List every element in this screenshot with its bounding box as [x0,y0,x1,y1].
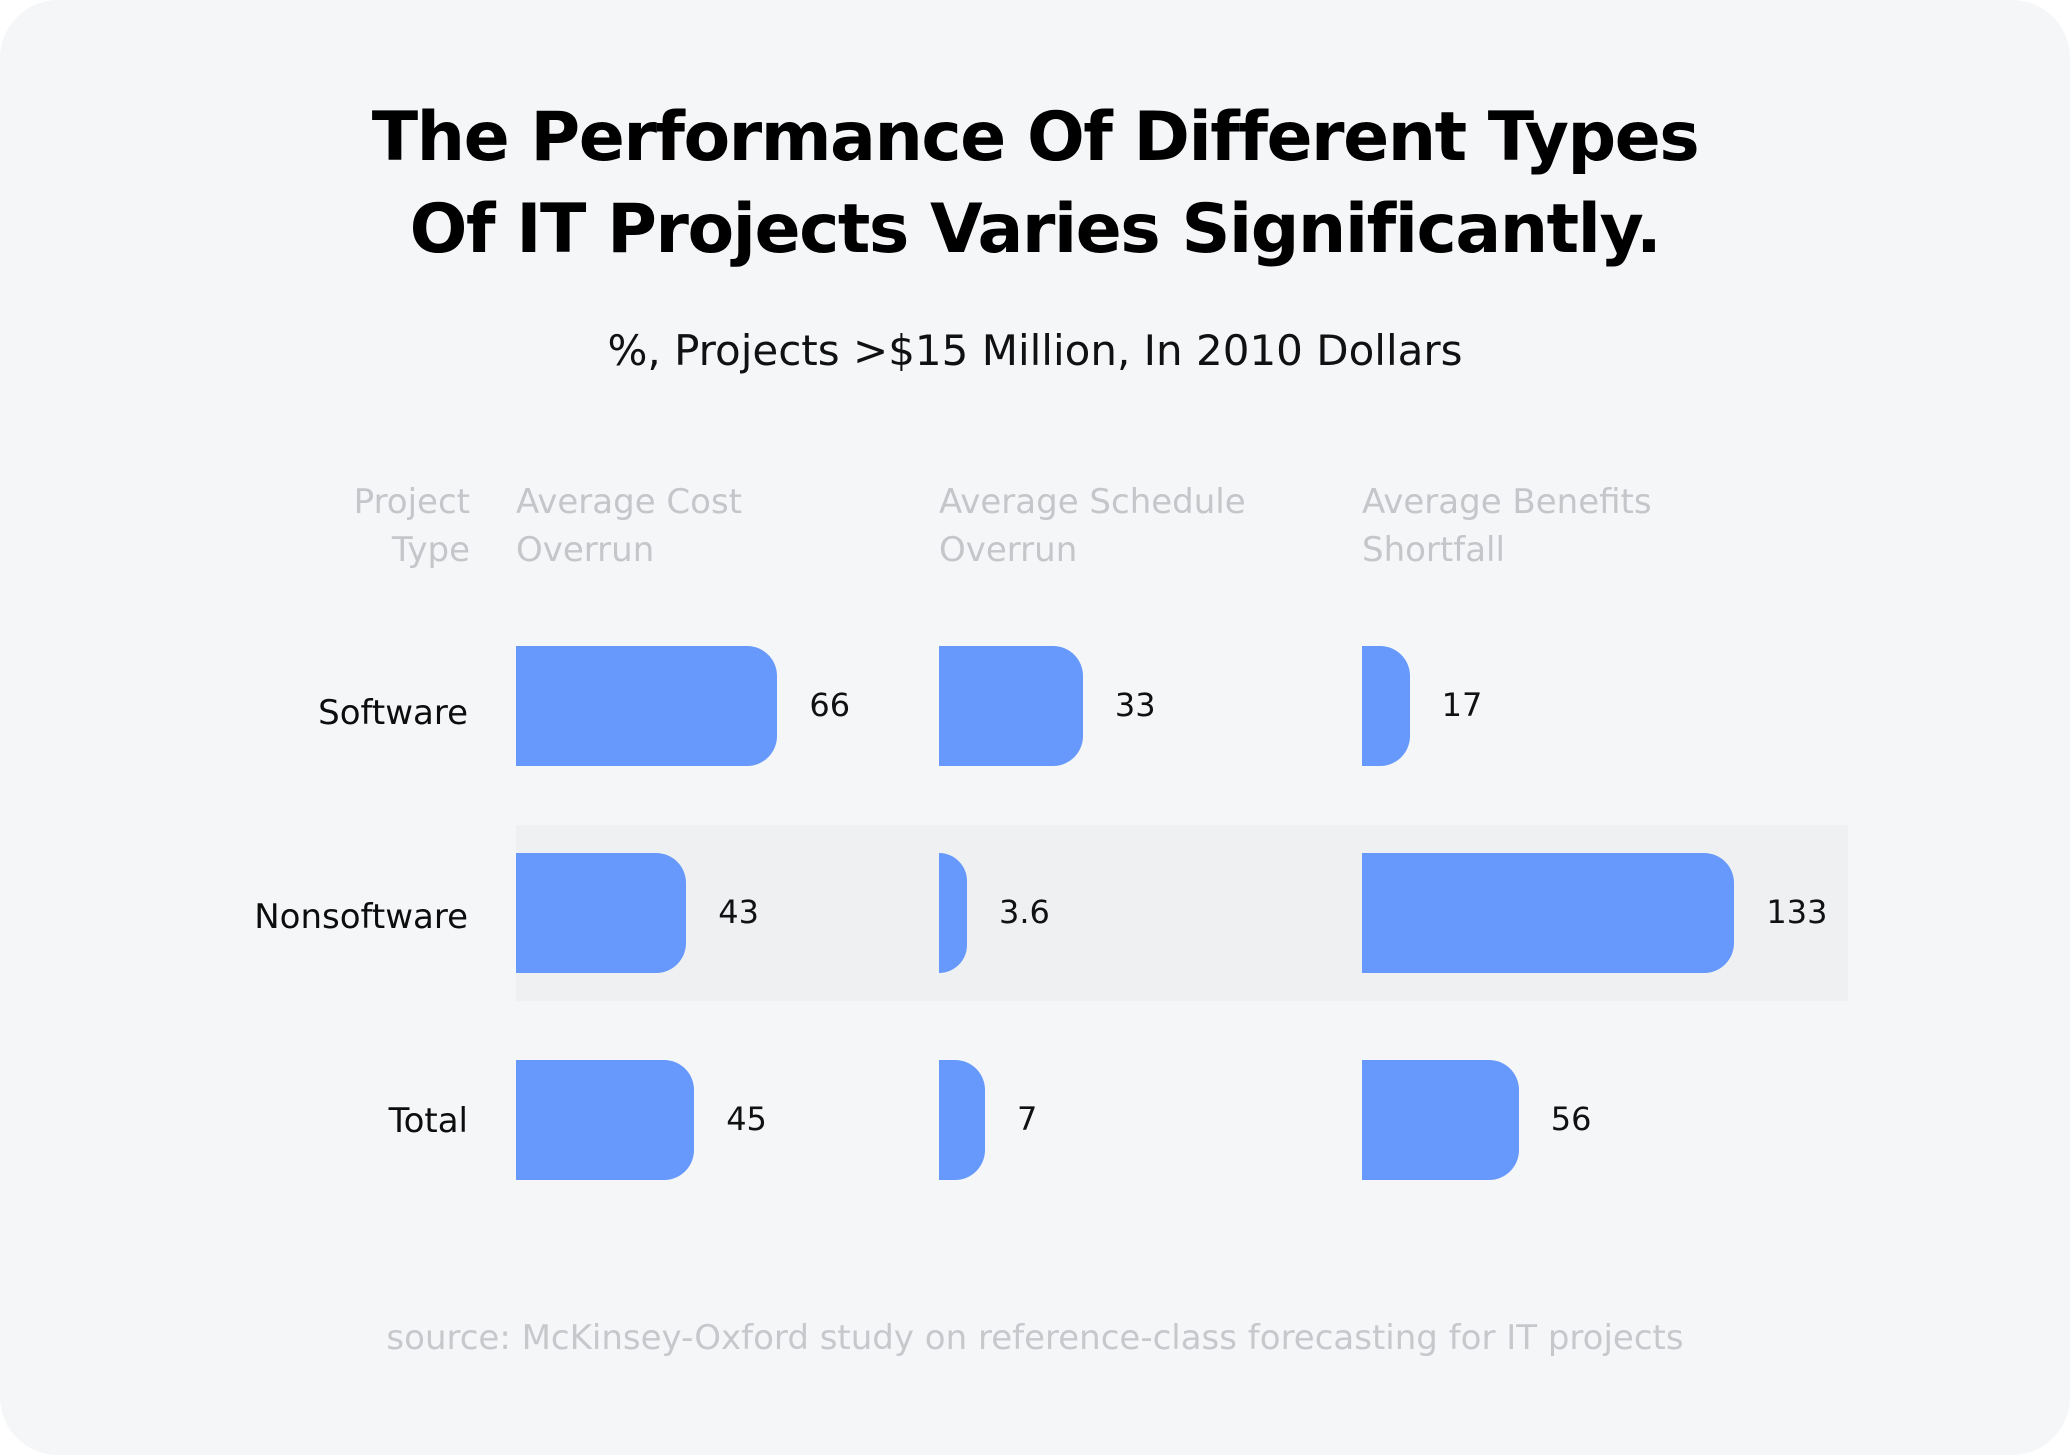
bar-average-schedule-overrun-nonsoftware [939,853,967,973]
title-line-1: The Performance Of Different Types [371,98,1700,177]
bar-average-benefits-shortfall-nonsoftware [1362,853,1735,973]
header-line: Overrun [516,530,655,570]
title-line-2: Of IT Projects Varies Significantly. [409,190,1662,269]
header-line: Average Cost [516,482,743,522]
chart-subtitle: %, Projects >$15 Million, In 2010 Dollar… [607,326,1463,375]
source-note: source: McKinsey-Oxford study on referen… [386,1318,1684,1358]
value-label: 43 [718,893,759,931]
header-schedule-overrun: Average Schedule Overrun [939,478,1246,574]
header-line: Project [353,482,470,522]
bar-average-cost-overrun-total [516,1060,695,1180]
bar-average-schedule-overrun-software [939,646,1083,766]
row-label-total: Total [388,1101,468,1141]
value-label: 133 [1766,893,1828,931]
header-line: Type [391,530,470,570]
value-label: 33 [1114,686,1156,724]
header-benefits-shortfall: Average Benefits Shortfall [1362,478,1652,574]
bar-average-cost-overrun-nonsoftware [516,853,687,973]
header-project-type: Project Type [354,478,470,574]
bar-average-schedule-overrun-total [939,1060,985,1180]
value-label: 17 [1441,686,1483,724]
row-label-nonsoftware: Nonsoftware [254,897,468,937]
header-cost-overrun: Average Cost Overrun [516,478,742,574]
chart-title: The Performance Of Different Types Of IT… [0,92,2070,276]
row-label-software: Software [318,693,468,733]
value-label: 56 [1550,1100,1592,1138]
value-label: 3.6 [999,893,1050,931]
value-label: 66 [809,686,851,724]
value-label: 45 [726,1100,767,1138]
bar-average-benefits-shortfall-total [1362,1060,1519,1180]
header-line: Average Benefits [1362,482,1652,522]
bar-average-benefits-shortfall-software [1362,646,1410,766]
bar-average-cost-overrun-software [516,646,778,766]
value-label: 7 [1017,1100,1038,1138]
header-line: Average Schedule [939,482,1246,522]
header-line: Shortfall [1362,530,1505,570]
header-line: Overrun [939,530,1078,570]
